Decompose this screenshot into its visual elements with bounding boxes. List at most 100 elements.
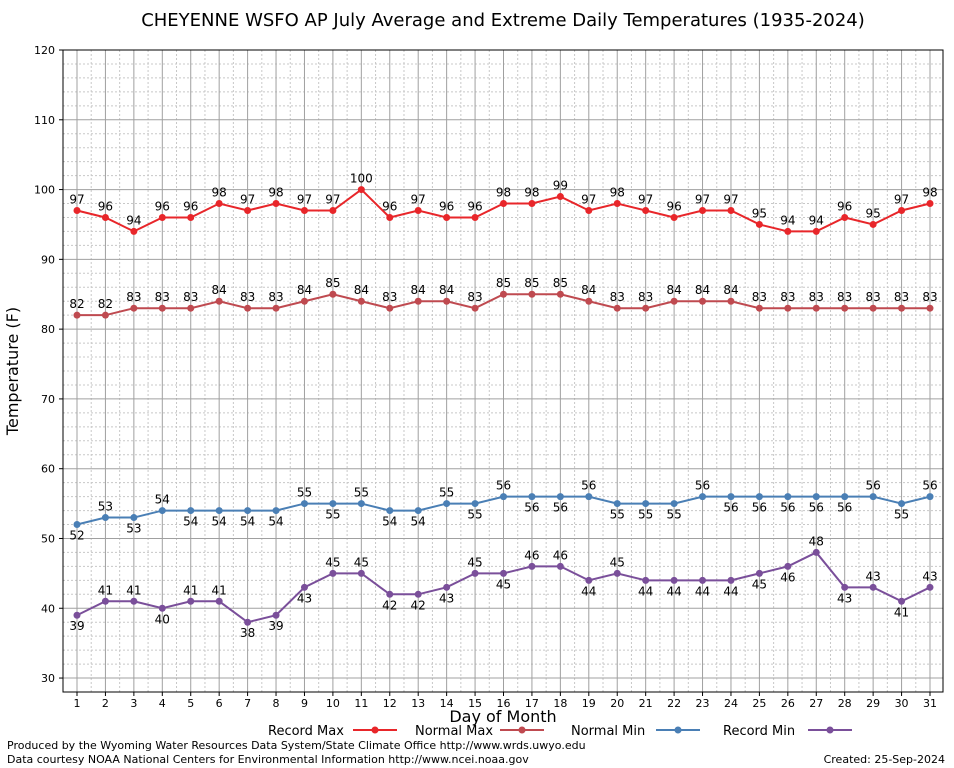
normal-min-point (244, 507, 252, 515)
x-tick-label: 11 (354, 697, 368, 710)
record-max-data-label: 97 (325, 193, 340, 207)
normal-max-data-label: 83 (638, 290, 653, 304)
normal-max-data-label: 83 (780, 290, 795, 304)
record-max-data-label: 98 (212, 186, 227, 200)
record-min-point (244, 618, 252, 626)
normal-max-data-label: 84 (695, 283, 710, 297)
record-min-data-label: 41 (894, 605, 909, 619)
normal-min-data-label: 54 (240, 515, 255, 529)
record-min-point (727, 576, 735, 584)
normal-max-data-label: 84 (297, 283, 312, 297)
normal-max-point (755, 304, 763, 312)
record-max-data-label: 96 (837, 199, 852, 213)
normal-max-point (130, 304, 138, 312)
y-tick-label: 80 (41, 323, 55, 336)
normal-max-point (841, 304, 849, 312)
record-max-data-label: 97 (695, 193, 710, 207)
normal-min-data-label: 54 (268, 515, 283, 529)
normal-min-point (215, 507, 223, 515)
record-min-data-label: 48 (809, 534, 824, 548)
record-min-point (613, 569, 621, 577)
record-min-data-label: 43 (865, 569, 880, 583)
legend-label: Normal Max (415, 724, 493, 739)
normal-min-data-label: 55 (439, 486, 454, 500)
x-tick-label: 2 (102, 697, 109, 710)
y-axis-label: Temperature (F) (3, 307, 22, 436)
normal-min-data-label: 55 (638, 508, 653, 522)
record-max-point (73, 207, 81, 214)
footer-created-date: Created: 25-Sep-2024 (823, 753, 945, 766)
normal-min-point (300, 500, 308, 508)
normal-max-series: 82 82 83 83 83 84 83 83 84 85 84 83 84 84 83 85 85 85 84 83… (69, 276, 938, 319)
normal-min-data-label: 56 (752, 501, 767, 515)
record-min-data-label: 39 (268, 619, 283, 633)
normal-min-data-label: 55 (297, 486, 312, 500)
normal-max-point (585, 297, 593, 305)
major-grid (63, 49, 943, 692)
normal-max-data-label: 83 (922, 290, 937, 304)
normal-min-data-label: 52 (69, 529, 84, 543)
record-max-data-label: 98 (610, 186, 625, 200)
y-tick-label: 30 (41, 672, 55, 685)
record-min-data-label: 43 (297, 591, 312, 605)
record-max-point (130, 227, 138, 235)
normal-min-data-label: 56 (837, 501, 852, 515)
normal-min-data-label: 53 (98, 500, 113, 514)
normal-max-point (386, 304, 394, 312)
legend-label: Record Max (268, 724, 344, 739)
record-min-point (272, 611, 280, 619)
record-min-data-label: 45 (496, 577, 511, 591)
record-max-data-label: 96 (439, 199, 454, 213)
record-min-data-label: 41 (183, 583, 198, 597)
record-max-point (244, 207, 252, 214)
record-max-data-label: 95 (752, 206, 767, 220)
x-tick-label: 7 (244, 697, 251, 710)
record-min-data-label: 40 (155, 612, 170, 626)
normal-min-data-label: 54 (155, 493, 170, 507)
x-tick-label: 9 (301, 697, 308, 710)
normal-max-point (500, 290, 507, 298)
x-tick-label: 22 (667, 697, 681, 710)
record-min-data-label: 45 (354, 555, 369, 569)
normal-min-point (613, 500, 621, 508)
x-tick-label: 6 (216, 697, 223, 710)
normal-min-point (329, 500, 337, 508)
x-tick-label: 25 (752, 697, 766, 710)
x-tick-label: 18 (553, 697, 567, 710)
record-min-data-label: 41 (98, 583, 113, 597)
normal-max-data-label: 82 (69, 297, 84, 311)
record-min-data-label: 44 (723, 584, 738, 598)
x-tick-label: 21 (639, 697, 653, 710)
record-max-point (187, 213, 195, 221)
record-max-data-label: 99 (553, 179, 568, 193)
normal-min-data-label: 55 (666, 508, 681, 522)
normal-max-data-label: 83 (837, 290, 852, 304)
record-max-point (101, 213, 109, 221)
record-max-point (215, 200, 223, 208)
y-tick-label: 110 (34, 114, 55, 127)
legend-item-record-min: Record Min (723, 724, 852, 739)
normal-min-data-label: 55 (354, 486, 369, 500)
record-max-point (812, 227, 820, 235)
record-min-point (414, 590, 422, 598)
x-tick-label: 27 (809, 697, 823, 710)
x-tick-label: 10 (326, 697, 340, 710)
normal-max-data-label: 84 (354, 283, 369, 297)
normal-min-point (187, 507, 195, 515)
x-tick-label: 20 (610, 697, 624, 710)
record-min-series: 39 41 41 40 41 41 38 39 43 45 45 42 42 43 45 45 46 46 44 45… (69, 534, 937, 640)
record-min-point (556, 562, 564, 570)
legend-swatch-marker (371, 726, 379, 734)
record-min-data-label: 42 (382, 598, 397, 612)
legend-swatch-marker (518, 726, 526, 734)
record-max-point (329, 207, 337, 214)
normal-max-point (215, 297, 223, 305)
record-max-data-label: 97 (297, 193, 312, 207)
record-min-point (699, 576, 707, 584)
normal-max-point (471, 304, 479, 312)
record-max-point (414, 207, 422, 214)
record-max-point (898, 207, 906, 214)
record-min-data-label: 39 (69, 619, 84, 633)
record-max-point (585, 207, 593, 214)
record-max-data-label: 98 (268, 186, 283, 200)
